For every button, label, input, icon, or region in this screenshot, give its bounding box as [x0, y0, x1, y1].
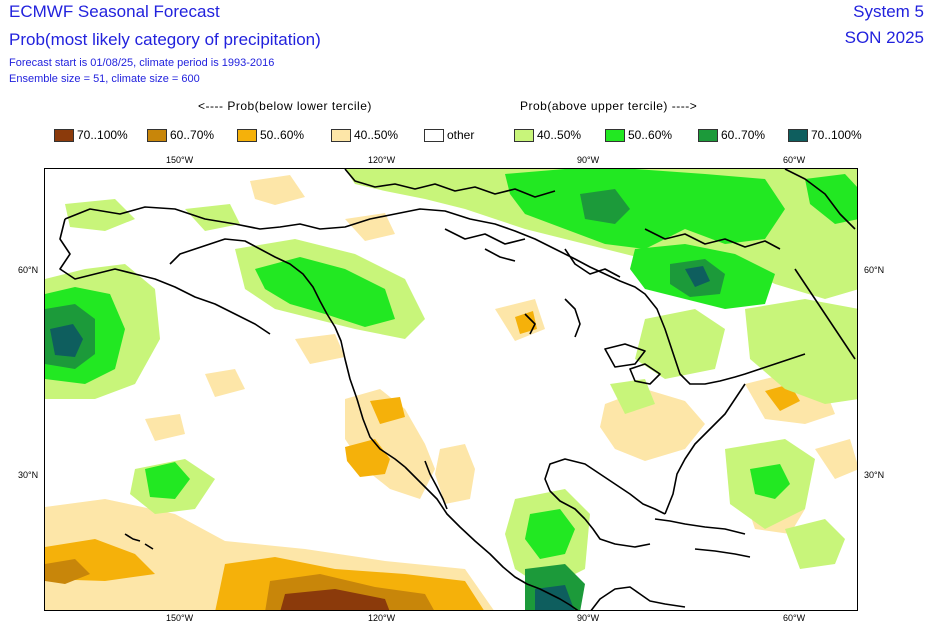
legend-swatch — [698, 128, 718, 142]
forecast-info-line: Forecast start is 01/08/25, climate peri… — [9, 57, 275, 69]
system-label: System 5 — [853, 2, 924, 21]
lon-tick-top: 150°W — [166, 155, 194, 165]
legend-swatch — [514, 128, 534, 142]
legend-item-above-70-100: 70..100% — [788, 127, 862, 143]
legend-label: 60..70% — [721, 128, 766, 142]
legend-swatch — [424, 128, 444, 142]
legend-label: 70..100% — [811, 128, 862, 142]
lon-tick-top: 90°W — [577, 155, 600, 165]
legend-item-below-40-50: 40..50% — [331, 127, 398, 143]
lon-tick-top: 120°W — [368, 155, 396, 165]
above-50-60-areas — [45, 169, 857, 559]
page-subtitle: Prob(most likely category of precipitati… — [9, 30, 321, 49]
legend-swatch — [331, 128, 351, 142]
ensemble-info-line: Ensemble size = 51, climate size = 600 — [9, 73, 200, 85]
legend-swatch — [147, 128, 167, 142]
page-title: ECMWF Seasonal Forecast — [9, 2, 220, 21]
lat-tick-right: 60°N — [864, 265, 885, 275]
legend-item-below-60-70: 60..70% — [147, 127, 214, 143]
legend-heading-below: <---- Prob(below lower tercile) — [198, 99, 372, 113]
legend-heading-above: Prob(above upper tercile) ----> — [520, 99, 698, 113]
legend-swatch — [788, 128, 808, 142]
legend-item-above-40-50: 40..50% — [514, 127, 581, 143]
lon-tick-bottom: 120°W — [368, 613, 396, 623]
forecast-map-canvas — [45, 169, 857, 610]
legend-label: 40..50% — [537, 128, 582, 142]
legend-label: 50..60% — [260, 128, 305, 142]
lon-tick-bottom: 60°W — [783, 613, 806, 623]
lat-tick-left: 30°N — [18, 470, 39, 480]
legend-item-other: other — [424, 127, 474, 143]
legend-item-above-50-60: 50..60% — [605, 127, 672, 143]
legend-swatch — [54, 128, 74, 142]
season-label: SON 2025 — [844, 28, 924, 47]
forecast-map — [44, 168, 858, 611]
coastlines — [59, 169, 856, 610]
legend-label: 70..100% — [77, 128, 128, 142]
legend-item-below-50-60: 50..60% — [237, 127, 304, 143]
legend-label: other — [447, 128, 475, 142]
legend-label: 50..60% — [628, 128, 673, 142]
lat-tick-left: 60°N — [18, 265, 39, 275]
legend-item-above-60-70: 60..70% — [698, 127, 765, 143]
lon-tick-bottom: 90°W — [577, 613, 600, 623]
legend-swatch — [605, 128, 625, 142]
legend-label: 60..70% — [170, 128, 215, 142]
legend-item-below-70-100: 70..100% — [54, 127, 128, 143]
legend-swatch — [237, 128, 257, 142]
legend-label: 40..50% — [354, 128, 399, 142]
lon-tick-top: 60°W — [783, 155, 806, 165]
below-60-100-areas — [45, 559, 434, 610]
lon-tick-bottom: 150°W — [166, 613, 194, 623]
lat-tick-right: 30°N — [864, 470, 885, 480]
